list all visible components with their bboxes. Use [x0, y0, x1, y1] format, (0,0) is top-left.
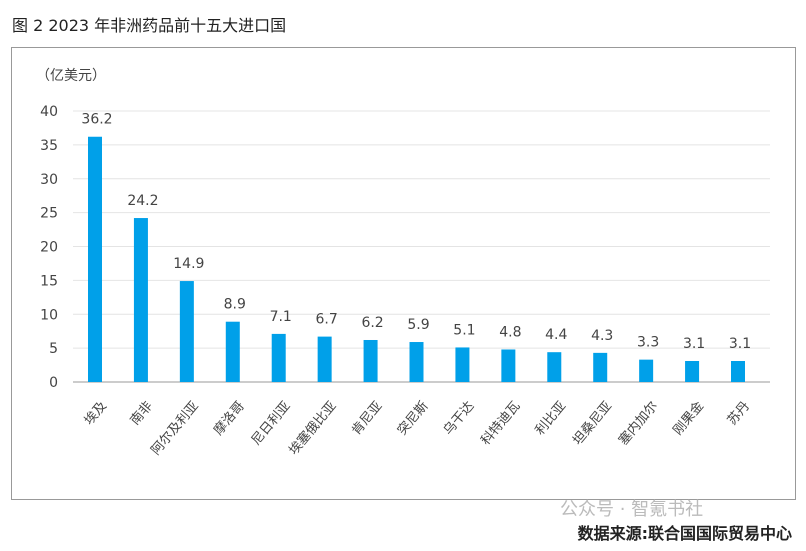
value-label: 7.1	[270, 309, 292, 325]
value-label: 4.4	[545, 327, 567, 343]
x-tick-label: 摩洛哥	[210, 398, 247, 438]
bar	[133, 218, 148, 382]
x-tick-label: 科特迪瓦	[478, 399, 523, 448]
value-label: 6.2	[361, 315, 383, 331]
y-tick-label: 30	[40, 172, 58, 188]
bar	[593, 352, 608, 382]
value-label: 6.7	[316, 312, 338, 328]
value-label: 4.3	[591, 328, 613, 344]
x-tick-label: 埃及	[82, 399, 110, 429]
y-tick-label: 40	[40, 104, 58, 120]
x-tick-label: 利比亚	[533, 399, 570, 439]
y-axis-label: （亿美元）	[36, 68, 106, 84]
x-tick-label: 塞内加尔	[615, 398, 661, 448]
bar	[409, 342, 424, 382]
x-tick-label: 乌干达	[440, 398, 477, 438]
value-label: 5.1	[453, 322, 475, 338]
bar	[363, 339, 378, 382]
figure-title: 图 2 2023 年非洲药品前十五大进口国	[12, 16, 287, 35]
value-label: 3.1	[683, 336, 705, 352]
x-tick-label: 尼日利亚	[249, 399, 294, 448]
value-label: 3.3	[637, 335, 659, 351]
bar	[225, 321, 240, 382]
bar	[685, 360, 700, 382]
y-tick-label: 20	[40, 240, 58, 256]
x-tick-label: 南非	[127, 398, 156, 428]
value-label: 14.9	[173, 256, 204, 272]
bar	[455, 347, 470, 382]
y-tick-label: 15	[40, 273, 58, 289]
x-tick-label: 埃塞俄比亚	[286, 398, 340, 458]
watermark: 公众号 · 智氪书社	[560, 499, 704, 520]
x-tick-label: 坦桑尼亚	[570, 399, 615, 448]
y-tick-label: 10	[40, 307, 58, 323]
y-tick-label: 0	[49, 375, 58, 391]
value-label: 24.2	[127, 193, 158, 209]
bar	[179, 281, 194, 382]
y-tick-label: 25	[40, 206, 58, 222]
y-tick-label: 35	[40, 138, 58, 154]
chart-frame	[11, 47, 796, 500]
y-tick-label: 5	[49, 341, 58, 357]
bar	[271, 333, 286, 382]
x-tick-label: 苏丹	[724, 398, 753, 428]
bar	[639, 359, 654, 382]
value-label: 4.8	[499, 324, 521, 340]
x-tick-label: 刚果金	[670, 398, 707, 438]
bar	[547, 352, 562, 382]
bar	[501, 349, 516, 382]
value-label: 36.2	[81, 112, 112, 128]
bar	[88, 136, 102, 382]
x-tick-label: 阿尔及利亚	[149, 399, 202, 458]
bar	[317, 336, 332, 382]
value-label: 5.9	[407, 317, 429, 333]
bar	[731, 360, 745, 382]
x-tick-label: 突尼斯	[394, 398, 431, 438]
source-note: 数据来源:联合国国际贸易中心	[577, 524, 792, 543]
x-tick-label: 肯尼亚	[349, 399, 386, 439]
value-label: 3.1	[729, 336, 751, 352]
value-label: 8.9	[224, 297, 246, 313]
